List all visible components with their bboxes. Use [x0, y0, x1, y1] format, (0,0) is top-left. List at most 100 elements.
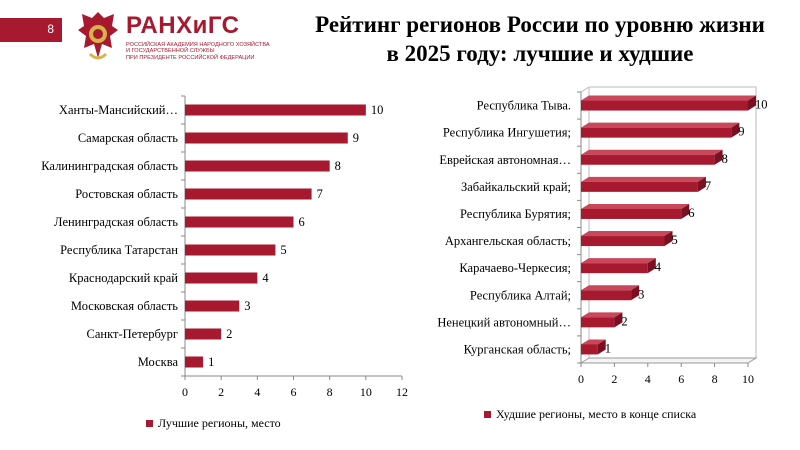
category-label: Ростовская область [75, 187, 178, 201]
category-label: Ленинградская область [54, 215, 178, 229]
x-tick-label: 4 [254, 385, 260, 399]
ranepa-logo: РАНХиГС Российская академия народного хо… [76, 8, 276, 70]
bar [185, 216, 294, 228]
bar-top-face [581, 203, 690, 209]
bar [581, 312, 623, 328]
category-label: Санкт-Петербург [87, 327, 178, 341]
data-label: 9 [738, 125, 744, 139]
category-label: Самарская область [78, 131, 178, 145]
category-label: Ненецкий автономный… [437, 315, 571, 329]
logo-subtitle-line: Российская академия народного хозяйства [126, 42, 270, 48]
category-label: Забайкальский край; [461, 180, 571, 194]
bar [185, 188, 312, 200]
data-label: 6 [688, 206, 694, 220]
bar-front-face [581, 344, 598, 355]
category-label: Архангельская область; [445, 234, 571, 248]
data-label: 10 [371, 103, 384, 117]
category-label: Москва [138, 355, 179, 369]
category-label: Республика Бурятия; [460, 207, 571, 221]
bar-front-face [581, 208, 682, 219]
x-tick-label: 8 [327, 385, 333, 399]
bar [581, 285, 640, 301]
bar-front-face [581, 154, 715, 165]
x-tick-label: 2 [218, 385, 224, 399]
bar-end-face [681, 203, 690, 219]
x-tick-label: 10 [742, 372, 754, 386]
back-wall [589, 86, 757, 358]
data-label: 8 [335, 159, 341, 173]
data-label: 4 [655, 260, 662, 274]
legend-label: Лучшие регионы, место [158, 416, 281, 430]
worst-regions-legend: Худшие регионы, место в конце списка [484, 407, 696, 422]
bar-top-face [581, 231, 673, 237]
data-label: 1 [605, 341, 611, 355]
bar-top-face [581, 149, 723, 155]
data-label: 5 [672, 233, 678, 247]
category-label: Еврейская автономная… [439, 153, 571, 167]
bar-end-face [697, 176, 706, 192]
x-tick-label: 4 [645, 372, 651, 386]
data-label: 3 [638, 287, 644, 301]
bar-end-face [748, 95, 756, 111]
slide-number: 8 [47, 22, 54, 36]
bar [185, 328, 222, 340]
x-tick-label: 12 [396, 385, 408, 399]
chart-floor [579, 357, 758, 364]
data-label: 7 [317, 187, 323, 201]
bar-top-face [581, 176, 706, 182]
bar-front-face [581, 236, 665, 247]
data-label: 8 [722, 152, 728, 166]
bar-top-face [581, 122, 740, 128]
data-label: 5 [280, 243, 286, 257]
slide-number-tab: 8 [0, 18, 62, 42]
bar-end-face [647, 258, 656, 274]
data-label: 3 [244, 299, 250, 313]
bar [185, 356, 204, 368]
data-label: 6 [299, 215, 305, 229]
bar [581, 339, 606, 355]
bar [185, 132, 348, 144]
bar-top-face [581, 285, 640, 291]
category-label: Республика Ингушетия; [443, 126, 571, 140]
eagle-emblem-icon [78, 12, 118, 60]
data-label: 7 [705, 179, 711, 193]
bar-end-face [631, 285, 640, 301]
x-tick-label: 10 [360, 385, 372, 399]
category-label: Курганская область; [464, 342, 571, 356]
x-tick-label: 2 [611, 372, 617, 386]
bar [185, 104, 366, 116]
logo-subtitle: Российская академия народного хозяйства … [126, 42, 286, 61]
bar-front-face [581, 290, 632, 301]
slide-title-line-2: в 2025 году: лучшие и худшие [386, 41, 694, 66]
category-label: Калининградская область [41, 159, 178, 173]
data-label: 2 [226, 327, 232, 341]
bar-end-face [614, 312, 623, 328]
bar [581, 258, 656, 274]
x-tick-label: 8 [712, 372, 718, 386]
bar-front-face [581, 263, 648, 274]
bar-front-face [581, 181, 698, 192]
bar-top-face [581, 258, 656, 264]
logo-subtitle-line: и государственной службы [126, 48, 215, 55]
category-label: Республика Татарстан [60, 243, 178, 257]
bar [581, 231, 673, 247]
data-label: 2 [621, 314, 627, 328]
bar [581, 122, 740, 138]
category-label: Московская область [71, 299, 178, 313]
bar [185, 272, 258, 284]
data-label: 10 [755, 98, 768, 112]
best-regions-legend: Лучшие регионы, место [146, 416, 281, 431]
category-label: Республика Алтай; [470, 288, 571, 302]
bar-front-face [581, 100, 748, 111]
bar-end-face [731, 122, 740, 138]
slide-title-line-1: Рейтинг регионов России по уровню жизни [315, 12, 765, 37]
logo-name: РАНХиГС [126, 12, 240, 39]
legend-label: Худшие регионы, место в конце списка [496, 407, 697, 421]
y-axis-depth-line [580, 86, 590, 93]
bar-end-face [714, 149, 723, 165]
bar-top-face [581, 95, 756, 101]
x-tick-label: 0 [578, 372, 584, 386]
bar-top-face [581, 312, 623, 318]
